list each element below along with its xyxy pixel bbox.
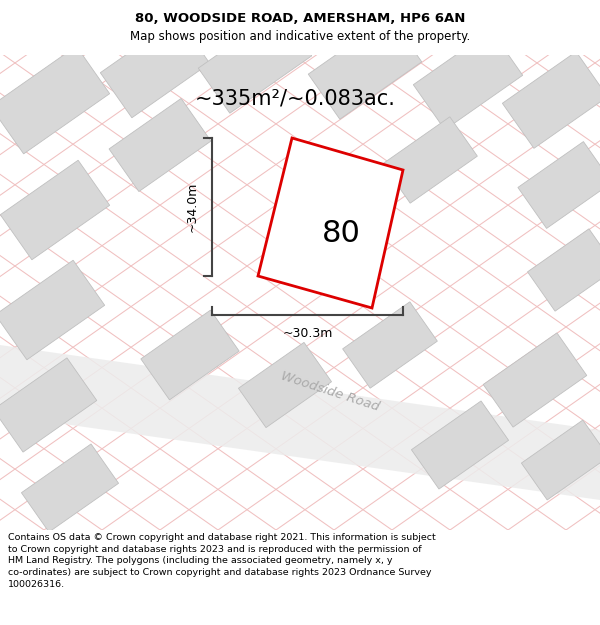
Text: Map shows position and indicative extent of the property.: Map shows position and indicative extent… <box>130 30 470 43</box>
Text: ~335m²/~0.083ac.: ~335m²/~0.083ac. <box>194 88 395 108</box>
Polygon shape <box>518 142 600 228</box>
Polygon shape <box>527 229 600 311</box>
Polygon shape <box>0 46 110 154</box>
Polygon shape <box>109 99 211 191</box>
Polygon shape <box>0 358 97 452</box>
Polygon shape <box>141 310 239 400</box>
Text: ~34.0m: ~34.0m <box>186 182 199 232</box>
Polygon shape <box>238 342 332 428</box>
Text: ~30.3m: ~30.3m <box>283 327 332 340</box>
Text: 80, WOODSIDE ROAD, AMERSHAM, HP6 6AN: 80, WOODSIDE ROAD, AMERSHAM, HP6 6AN <box>135 12 465 25</box>
Polygon shape <box>502 52 600 148</box>
Polygon shape <box>22 444 119 532</box>
Polygon shape <box>198 11 312 113</box>
Polygon shape <box>483 333 587 427</box>
Text: 80: 80 <box>322 219 361 248</box>
Polygon shape <box>343 302 437 388</box>
Polygon shape <box>1 160 110 260</box>
Polygon shape <box>383 117 478 203</box>
Polygon shape <box>0 345 600 500</box>
Polygon shape <box>258 138 403 308</box>
Polygon shape <box>308 17 422 119</box>
Polygon shape <box>100 18 209 118</box>
Polygon shape <box>413 30 523 130</box>
Polygon shape <box>521 420 600 500</box>
Text: Contains OS data © Crown copyright and database right 2021. This information is : Contains OS data © Crown copyright and d… <box>8 533 436 589</box>
Polygon shape <box>412 401 509 489</box>
Text: Woodside Road: Woodside Road <box>279 370 381 414</box>
Polygon shape <box>0 260 104 360</box>
